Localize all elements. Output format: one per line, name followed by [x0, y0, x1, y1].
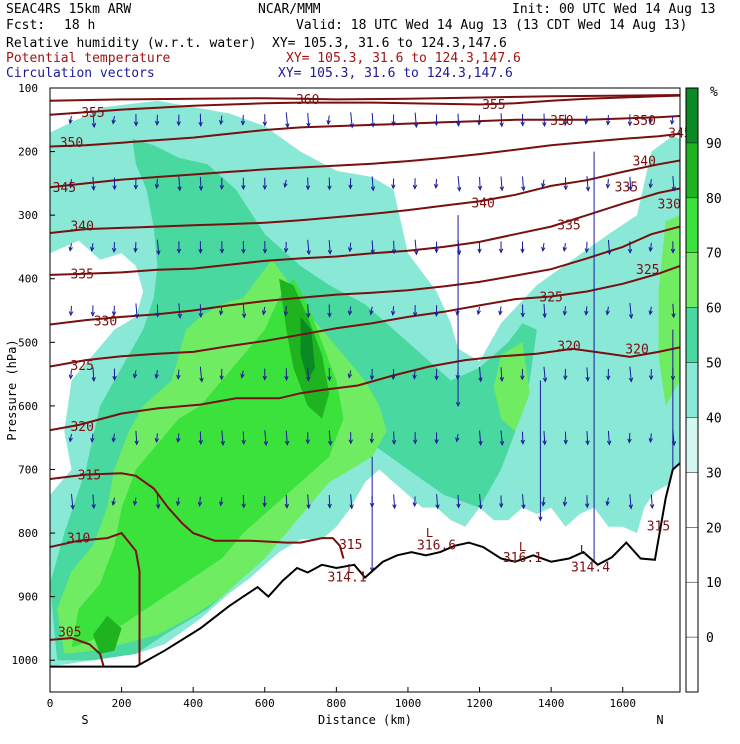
x-tick-label-600: 600 — [255, 697, 275, 710]
low-marker-2: L — [519, 540, 526, 554]
low-marker-0: L — [347, 562, 354, 576]
theta-label-335: 335 — [557, 219, 580, 234]
colorbar-label-60: 60 — [706, 302, 722, 317]
theta-extra-label-6: 335 — [615, 181, 638, 196]
low-marker-3: L — [580, 543, 587, 557]
theta-extra-label-17: 315 — [647, 519, 670, 534]
colorbar-swatch-4 — [686, 308, 698, 363]
theta-label-310: 310 — [67, 532, 90, 547]
wind-vector-18-6 — [458, 495, 459, 507]
colorbar-label-20: 20 — [706, 521, 722, 536]
colorbar-swatch-9 — [686, 582, 698, 637]
colorbar-swatch-1 — [686, 143, 698, 198]
theta-label-360: 360 — [296, 93, 319, 108]
y-tick-label-600: 600 — [18, 400, 38, 413]
colorbar-label-40: 40 — [706, 411, 722, 426]
colorbar-label-90: 90 — [706, 137, 722, 152]
theta-extra-label-13: 315 — [339, 538, 362, 553]
theta-label-350: 350 — [550, 114, 573, 129]
y-tick-label-300: 300 — [18, 209, 38, 222]
y-axis-title: Pressure (hPa) — [5, 339, 19, 440]
y-tick-label-100: 100 — [18, 82, 38, 95]
theta-extra-label-2: 350 — [632, 114, 655, 129]
colorbar-swatch-6 — [686, 417, 698, 472]
colorbar: % 90 80 70 60 50 40 30 20 10 0 — [686, 85, 722, 692]
theta-label-355: 355 — [81, 106, 104, 121]
colorbar-swatch-10 — [686, 637, 698, 692]
x-tick-label-1000: 1000 — [395, 697, 422, 710]
colorbar-label-70: 70 — [706, 247, 722, 262]
x-tick-label-1200: 1200 — [466, 697, 493, 710]
colorbar-label-50: 50 — [706, 357, 722, 372]
x-tick-label-200: 200 — [112, 697, 132, 710]
wind-vector-8-5 — [243, 431, 244, 443]
x-axis-title: Distance (km) — [318, 713, 412, 727]
theta-extra-label-16: 314.4 — [571, 561, 610, 576]
theta-label-330: 330 — [94, 315, 117, 330]
low-marker-1: L — [426, 526, 433, 540]
colorbar-swatch-0 — [686, 88, 698, 143]
y-tick-label-900: 900 — [18, 591, 38, 604]
colorbar-label-0: 0 — [706, 631, 714, 646]
x-end-label-left: S — [81, 713, 88, 727]
theta-label-320: 320 — [70, 420, 93, 435]
x-tick-label-0: 0 — [47, 697, 54, 710]
theta-extra-label-5: 340 — [70, 219, 93, 234]
theta-label-340: 340 — [471, 196, 494, 211]
theta-extra-label-11: 320 — [557, 339, 580, 354]
colorbar-swatch-2 — [686, 198, 698, 253]
theta-label-305: 305 — [58, 626, 81, 641]
theta-extra-label-9: 325 — [636, 263, 659, 278]
theta-extra-label-12: 320 — [625, 343, 648, 358]
colorbar-label-80: 80 — [706, 192, 722, 207]
x-tick-label-1600: 1600 — [609, 697, 636, 710]
theta-extra-label-8: 335 — [70, 268, 93, 283]
theta-extra-label-4: 340 — [632, 154, 655, 169]
x-tick-label-400: 400 — [183, 697, 203, 710]
y-tick-label-700: 700 — [18, 463, 38, 476]
theta-extra-label-14: 316.6 — [417, 538, 456, 553]
colorbar-unit: % — [710, 85, 718, 100]
theta-extra-label-10: 325 — [70, 359, 93, 374]
colorbar-swatch-8 — [686, 527, 698, 582]
x-tick-label-800: 800 — [326, 697, 346, 710]
y-tick-label-800: 800 — [18, 527, 38, 540]
colorbar-swatch-5 — [686, 363, 698, 418]
y-tick-label-400: 400 — [18, 273, 38, 286]
y-tick-label-1000: 1000 — [12, 654, 39, 667]
theta-label-325: 325 — [539, 291, 562, 306]
colorbar-swatch-3 — [686, 253, 698, 308]
theta-extra-label-7: 330 — [658, 198, 681, 213]
y-tick-label-200: 200 — [18, 146, 38, 159]
y-tick-label-500: 500 — [18, 336, 38, 349]
theta-label-315: 315 — [78, 469, 101, 484]
theta-label-345: 345 — [53, 181, 76, 196]
theta-extra-label-0: 350 — [60, 136, 83, 151]
colorbar-swatch-7 — [686, 472, 698, 527]
x-tick-label-1400: 1400 — [538, 697, 565, 710]
x-end-label-right: N — [656, 713, 663, 727]
theta-extra-label-1: 355 — [482, 98, 505, 113]
colorbar-label-10: 10 — [706, 576, 722, 591]
colorbar-label-30: 30 — [706, 466, 722, 481]
